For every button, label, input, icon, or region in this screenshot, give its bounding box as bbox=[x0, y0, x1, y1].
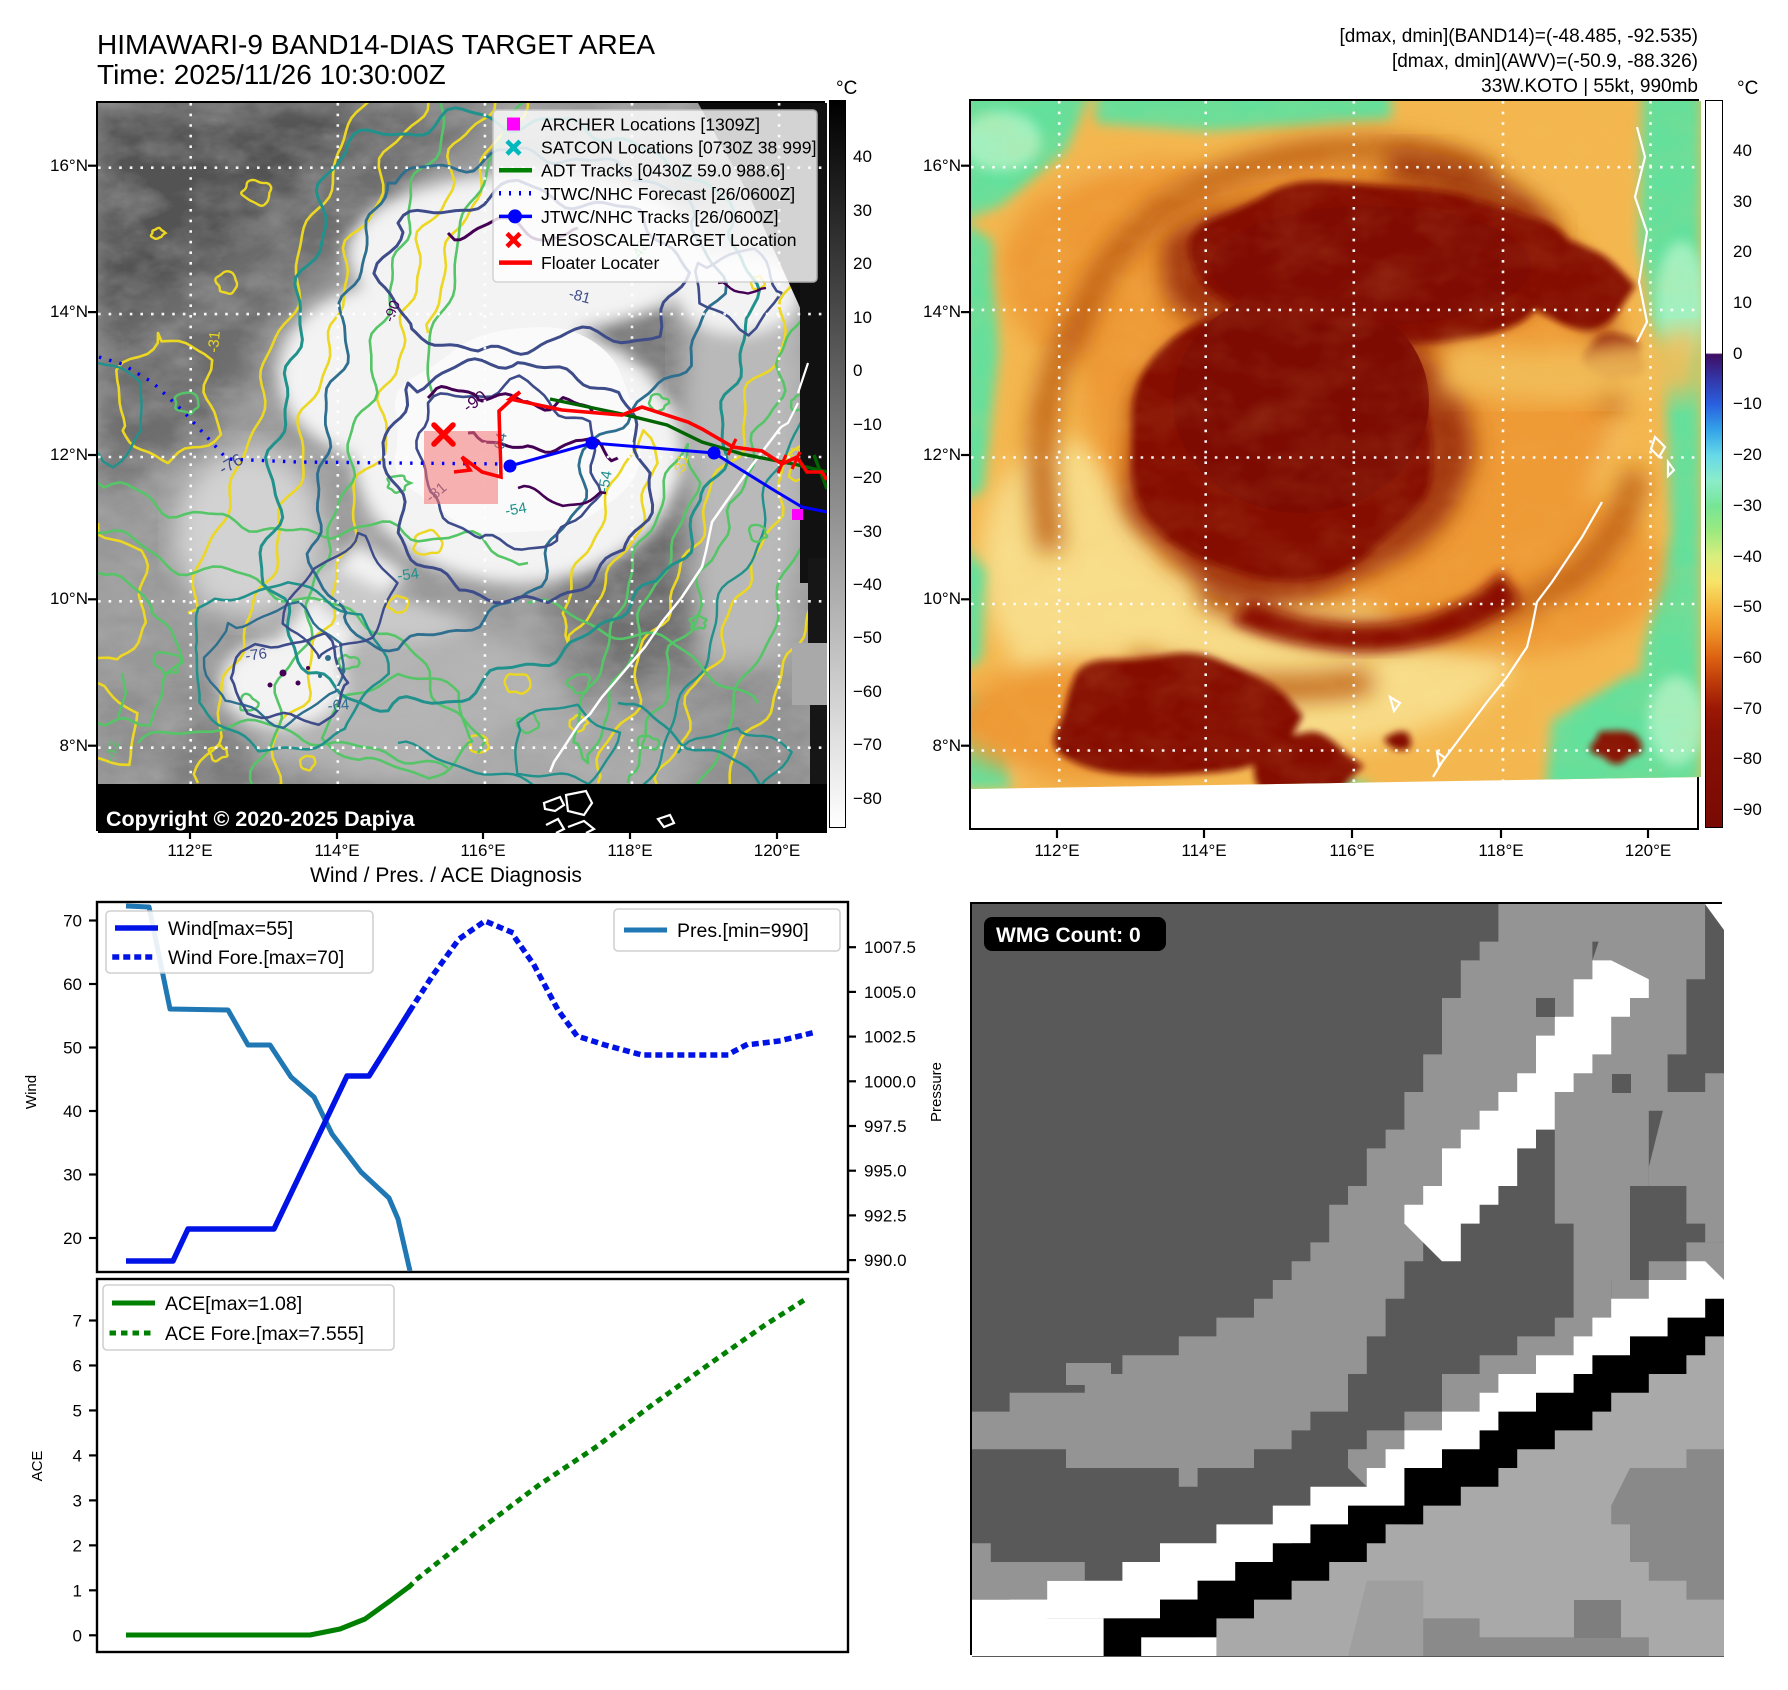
svg-text:ARCHER Locations [1309Z]: ARCHER Locations [1309Z] bbox=[541, 115, 760, 135]
svg-text:ACE: ACE bbox=[29, 1451, 46, 1482]
svg-text:2: 2 bbox=[73, 1536, 82, 1555]
svg-text:-54: -54 bbox=[595, 469, 616, 493]
svg-text:990.0: 990.0 bbox=[864, 1251, 907, 1270]
svg-text:-90: -90 bbox=[381, 298, 404, 324]
svg-text:30: 30 bbox=[63, 1166, 82, 1185]
svg-text:ADT Tracks [0430Z 59.0 988.6]: ADT Tracks [0430Z 59.0 988.6] bbox=[541, 161, 785, 181]
svg-text:SATCON Locations [0730Z 38 999: SATCON Locations [0730Z 38 999] bbox=[541, 138, 816, 158]
svg-text:50: 50 bbox=[63, 1039, 82, 1058]
svg-text:-42: -42 bbox=[101, 739, 123, 764]
svg-text:-81: -81 bbox=[567, 285, 592, 307]
svg-text:WMG Count: 0: WMG Count: 0 bbox=[996, 924, 1141, 947]
svg-text:-54: -54 bbox=[504, 499, 528, 520]
svg-text:1002.5: 1002.5 bbox=[864, 1028, 916, 1047]
svg-text:MESOSCALE/TARGET Location: MESOSCALE/TARGET Location bbox=[541, 230, 797, 250]
svg-text:1007.5: 1007.5 bbox=[864, 938, 916, 957]
svg-text:60: 60 bbox=[63, 975, 82, 994]
svg-text:0: 0 bbox=[73, 1626, 82, 1645]
svg-text:Wind: Wind bbox=[23, 1075, 40, 1109]
svg-text:JTWC/NHC Tracks [26/0600Z]: JTWC/NHC Tracks [26/0600Z] bbox=[541, 207, 779, 227]
svg-text:Wind[max=55]: Wind[max=55] bbox=[168, 918, 293, 940]
svg-text:5: 5 bbox=[73, 1401, 82, 1420]
svg-text:995.0: 995.0 bbox=[864, 1162, 907, 1181]
svg-text:20: 20 bbox=[63, 1229, 82, 1248]
svg-text:-31: -31 bbox=[205, 330, 224, 353]
svg-text:3: 3 bbox=[73, 1491, 82, 1510]
svg-text:1: 1 bbox=[73, 1581, 82, 1600]
svg-text:1005.0: 1005.0 bbox=[864, 983, 916, 1002]
svg-text:JTWC/NHC Forecast [26/0600Z]: JTWC/NHC Forecast [26/0600Z] bbox=[541, 184, 795, 204]
svg-text:997.5: 997.5 bbox=[864, 1117, 907, 1136]
svg-text:Floater Locater: Floater Locater bbox=[541, 253, 659, 273]
svg-text:-64: -64 bbox=[327, 696, 350, 715]
svg-text:-31: -31 bbox=[670, 452, 692, 479]
svg-text:Copyright © 2020-2025 Dapiya: Copyright © 2020-2025 Dapiya bbox=[106, 807, 416, 831]
svg-text:1000.0: 1000.0 bbox=[864, 1072, 916, 1091]
svg-text:40: 40 bbox=[63, 1102, 82, 1121]
svg-text:6: 6 bbox=[73, 1356, 82, 1375]
svg-text:-76: -76 bbox=[244, 645, 268, 665]
svg-text:4: 4 bbox=[73, 1446, 82, 1465]
svg-text:992.5: 992.5 bbox=[864, 1206, 907, 1225]
svg-text:ACE[max=1.08]: ACE[max=1.08] bbox=[165, 1293, 302, 1315]
svg-text:Wind Fore.[max=70]: Wind Fore.[max=70] bbox=[168, 947, 344, 969]
svg-text:Pressure: Pressure bbox=[928, 1062, 945, 1122]
svg-text:Pres.[min=990]: Pres.[min=990] bbox=[677, 920, 809, 942]
svg-text:ACE Fore.[max=7.555]: ACE Fore.[max=7.555] bbox=[165, 1323, 364, 1345]
svg-text:-54: -54 bbox=[396, 565, 420, 585]
svg-text:7: 7 bbox=[73, 1312, 82, 1331]
svg-text:70: 70 bbox=[63, 912, 82, 931]
